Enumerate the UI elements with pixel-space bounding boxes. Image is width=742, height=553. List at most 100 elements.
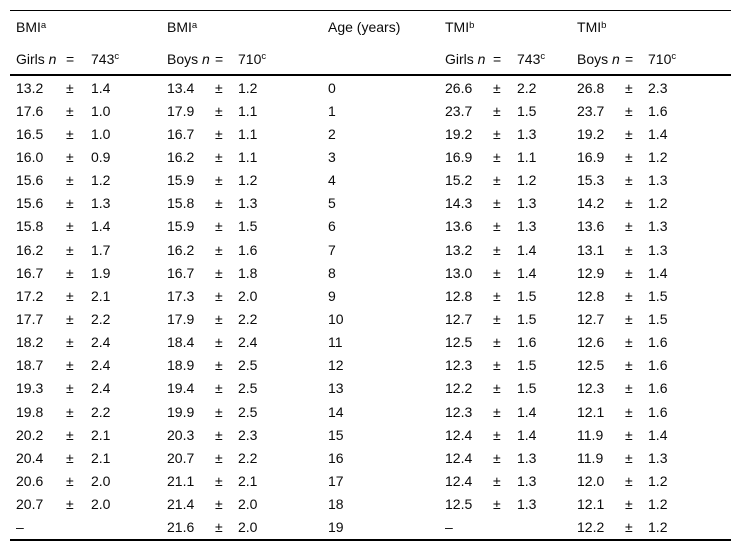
tmi-boys-mean-cell: 12.1 [577,403,605,420]
bmi-girls-mean-cell: 18.2 [16,334,44,351]
bmi-girls-mean-cell: 17.7 [16,310,44,327]
plus-minus-sign: ± [66,102,74,119]
bmi-boys-sd-cell: 1.3 [238,195,258,212]
plus-minus-sign: ± [625,334,633,351]
bmi-boys-sd-cell: 2.5 [238,380,258,397]
age-value-cell: 18 [328,496,344,513]
plus-minus-sign: ± [625,241,633,258]
group-label-bmi-boys: Boys n [167,43,215,76]
table-row: 20.4 ± 2.1 20.7 ± 2.2 16 12.4 ± 1.3 11.9… [10,446,731,469]
bmi-girls-mean-cell: – [16,519,24,536]
tmi-girls-sd-cell: 1.3 [517,125,537,142]
bmi-girls-sd-cell [91,516,167,540]
tmi-girls-mean-cell: 12.4 [445,472,473,489]
plus-minus-sign: ± [493,125,501,142]
footnote-marker-b: b [601,19,607,31]
tmi-girls-mean-cell: 26.6 [445,79,473,96]
n-value: 710 [648,50,672,67]
age-value-cell: 17 [328,472,344,489]
bmi-girls-sd-cell: 2.0 [91,496,111,513]
bmi-girls-mean-cell: 13.2 [16,79,44,96]
age-value-cell: 7 [328,241,336,258]
plus-minus-sign: ± [625,380,633,397]
tmi-boys-sd-cell: 1.4 [648,125,668,142]
plus-minus-sign: ± [493,380,501,397]
age-value-cell: 6 [328,218,336,235]
bmi-girls-mean-cell: 16.0 [16,148,44,165]
plus-minus-sign: ± [493,79,501,96]
table-row: 15.6 ± 1.3 15.8 ± 1.3 5 14.3 ± 1.3 14.2 … [10,192,731,215]
bmi-boys-sd-cell: 1.6 [238,241,258,258]
tmi-boys-mean-cell: 23.7 [577,102,605,119]
plus-minus-sign: ± [493,496,501,513]
plus-minus-sign: ± [215,102,223,119]
bmi-boys-mean-cell: 16.7 [167,264,195,281]
bmi-boys-mean-cell: 18.9 [167,357,195,374]
table-row: 20.7 ± 2.0 21.4 ± 2.0 18 12.5 ± 1.3 12.1… [10,493,731,516]
plus-minus-sign: ± [215,310,223,327]
tmi-boys-sd-cell: 1.2 [648,519,668,536]
bmi-girls-sd-cell: 1.4 [91,79,111,96]
sex-label: Boys [577,50,609,67]
plus-minus-sign: ± [625,218,633,235]
n-symbol: n [202,50,210,67]
table-row: 17.2 ± 2.1 17.3 ± 2.0 9 12.8 ± 1.5 12.8 … [10,284,731,307]
plus-minus-sign: ± [625,287,633,304]
plus-minus-sign: ± [215,218,223,235]
tmi-girls-sd-cell: 1.5 [517,287,537,304]
bmi-girls-mean-cell: 17.6 [16,102,44,119]
plus-minus-sign: ± [215,287,223,304]
bmi-boys-sd-cell: 1.1 [238,125,258,142]
age-value-cell: 19 [328,519,344,536]
bmi-boys-mean-cell: 17.9 [167,310,195,327]
tmi-girls-sd-cell: 1.1 [517,148,537,165]
bmi-girls-mean-cell: 19.8 [16,403,44,420]
table-row: 16.7 ± 1.9 16.7 ± 1.8 8 13.0 ± 1.4 12.9 … [10,261,731,284]
tmi-girls-mean-cell: 12.5 [445,334,473,351]
tmi-girls-mean-cell: 12.5 [445,496,473,513]
tmi-boys-mean-cell: 12.1 [577,496,605,513]
plus-minus-sign: ± [625,472,633,489]
bmi-girls-mean-cell: 16.2 [16,241,44,258]
table-row: 19.8 ± 2.2 19.9 ± 2.5 14 12.3 ± 1.4 12.1… [10,400,731,423]
plus-minus-sign: ± [493,426,501,443]
bmi-girls-mean-cell: 20.2 [16,426,44,443]
age-value-cell: 15 [328,426,344,443]
plus-minus-sign: ± [66,403,74,420]
group-label-bmi-girls: Girls n [10,43,66,76]
bmi-boys-mean-cell: 21.4 [167,496,195,513]
table-row: 16.0 ± 0.9 16.2 ± 1.1 3 16.9 ± 1.1 16.9 … [10,145,731,168]
plus-minus-sign: ± [493,264,501,281]
bmi-boys-sd-cell: 2.5 [238,357,258,374]
plus-minus-sign: ± [625,519,633,536]
table-row: 15.6 ± 1.2 15.9 ± 1.2 4 15.2 ± 1.2 15.3 … [10,169,731,192]
plus-minus-sign [66,516,91,540]
group-label-tmi-boys: Boys n [577,43,626,76]
sample-size-bmi-girls: 743c [91,43,167,76]
table-row: 18.2 ± 2.4 18.4 ± 2.4 11 12.5 ± 1.6 12.6… [10,331,731,354]
tmi-boys-sd-cell: 1.6 [648,334,668,351]
age-value-cell: 0 [328,79,336,96]
tmi-boys-mean-cell: 12.3 [577,380,605,397]
tmi-boys-mean-cell: 13.1 [577,241,605,258]
table-row: 16.2 ± 1.7 16.2 ± 1.6 7 13.2 ± 1.4 13.1 … [10,238,731,261]
plus-minus-sign: ± [493,172,501,189]
age-value-cell: 9 [328,287,336,304]
col-title-tmi-boys: TMIb [577,11,731,44]
bmi-boys-mean-cell: 13.4 [167,79,195,96]
tmi-boys-mean-cell: 15.3 [577,172,605,189]
tmi-girls-mean-cell: 23.7 [445,102,473,119]
plus-minus-sign: ± [66,148,74,165]
tmi-boys-sd-cell: 1.6 [648,357,668,374]
bmi-boys-sd-cell: 1.5 [238,218,258,235]
bmi-boys-sd-cell: 1.1 [238,148,258,165]
tmi-girls-mean-cell: 12.7 [445,310,473,327]
n-symbol: n [48,50,57,67]
plus-minus-sign: ± [66,218,74,235]
equals-sign: = [66,43,91,76]
bmi-boys-sd-cell: 2.0 [238,287,258,304]
bmi-girls-sd-cell: 2.1 [91,287,111,304]
plus-minus-sign: ± [66,357,74,374]
table-row: 16.5 ± 1.0 16.7 ± 1.1 2 19.2 ± 1.3 19.2 … [10,122,731,145]
sex-label: Girls [445,50,474,67]
